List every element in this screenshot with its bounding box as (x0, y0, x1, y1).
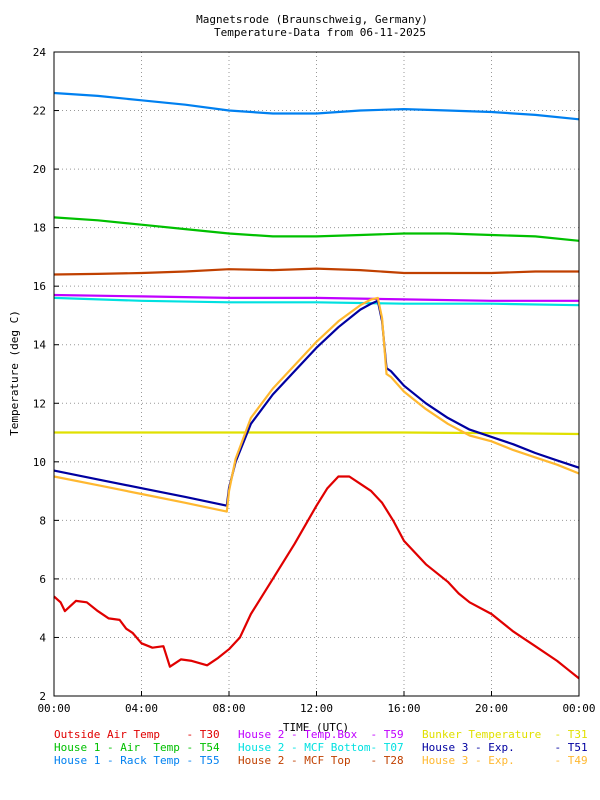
legend-label: House 1 - Rack Temp (54, 754, 187, 767)
series-line-outside-air-temp-t30 (53, 475, 580, 680)
legend-code: - T59 (370, 728, 404, 741)
series-line-house-2-mcf-bottom-t07 (53, 296, 580, 307)
x-tick-label: 16:00 (387, 702, 420, 715)
legend-code: - T07 (370, 741, 404, 754)
legend-label: House 2 - MCF Top (238, 754, 371, 767)
chart-subtitle: Temperature-Data from 06-11-2025 (214, 26, 426, 39)
series-line-house-2-temp-box-t59 (53, 293, 579, 302)
legend-code: - T28 (370, 754, 404, 767)
y-tick-label: 6 (39, 573, 46, 586)
y-tick-label: 22 (33, 105, 46, 118)
legend-code: - T49 (554, 754, 588, 767)
legend-code: - T51 (554, 741, 588, 754)
axis-ticks: 00:00 04:00 08:00 12:00 16:00 20:00 00:0024681… (33, 46, 596, 715)
series-line-house-1-air-temp-t54 (53, 216, 580, 242)
y-tick-label: 12 (33, 397, 46, 410)
series-line-house-1-rack-temp-t55 (53, 91, 580, 121)
series-group (53, 91, 580, 680)
y-tick-label: 18 (33, 222, 46, 235)
legend-entry: House 2 - MCF Bottom- T07 (238, 741, 404, 755)
y-tick-label: 20 (33, 163, 46, 176)
series-line-bunker-temperature-t31 (54, 431, 580, 436)
legend-label: House 3 - Exp. (422, 754, 555, 767)
grid-lines (54, 52, 579, 696)
x-tick-label: 00:00 (562, 702, 595, 715)
legend-entry: Outside Air Temp - T30 (54, 728, 220, 742)
chart-title: Magnetsrode (Braunschweig, Germany) (196, 13, 428, 26)
legend-code: - T31 (554, 728, 588, 741)
y-axis-label: Temperature (deg C) (8, 310, 21, 436)
series-line-house-3-exp-t49 (53, 296, 580, 513)
y-tick-label: 10 (33, 456, 46, 469)
legend-code: - T54 (186, 741, 220, 754)
y-tick-label: 2 (39, 690, 46, 703)
legend-entry: House 1 - Rack Temp - T55 (54, 754, 220, 768)
legend-entry: House 3 - Exp. - T51 (422, 741, 588, 755)
series-line-house-3-exp-t51 (53, 299, 580, 507)
legend-label: House 1 - Air Temp (54, 741, 187, 754)
legend-entry: House 1 - Air Temp - T54 (54, 741, 220, 755)
legend-code: - T30 (186, 728, 220, 741)
y-tick-label: 16 (33, 280, 46, 293)
legend-label: House 2 - Temp.Box (238, 728, 371, 741)
legend-label: Outside Air Temp (54, 728, 187, 741)
legend-entry: House 2 - Temp.Box - T59 (238, 728, 404, 742)
legend-entry: House 2 - MCF Top - T28 (238, 754, 404, 768)
x-axis-label: TIME (UTC) (283, 721, 349, 734)
y-tick-label: 8 (39, 514, 46, 527)
legend-code: - T55 (186, 754, 220, 767)
series-line-house-2-mcf-top-t28 (53, 267, 579, 276)
x-tick-label: 08:00 (212, 702, 245, 715)
y-tick-label: 24 (33, 46, 47, 59)
legend-entry: House 3 - Exp. - T49 (422, 754, 588, 768)
x-tick-label: 12:00 (300, 702, 333, 715)
legend-entry: Bunker Temperature - T31 (422, 728, 588, 742)
x-tick-label: 04:00 (125, 702, 158, 715)
x-tick-label: 00:00 (37, 702, 70, 715)
x-tick-label: 20:00 (475, 702, 508, 715)
legend-label: Bunker Temperature (422, 728, 555, 741)
y-tick-label: 14 (33, 339, 47, 352)
legend-label: House 2 - MCF Bottom (238, 741, 371, 754)
legend-label: House 3 - Exp. (422, 741, 555, 754)
y-tick-label: 4 (39, 631, 46, 644)
